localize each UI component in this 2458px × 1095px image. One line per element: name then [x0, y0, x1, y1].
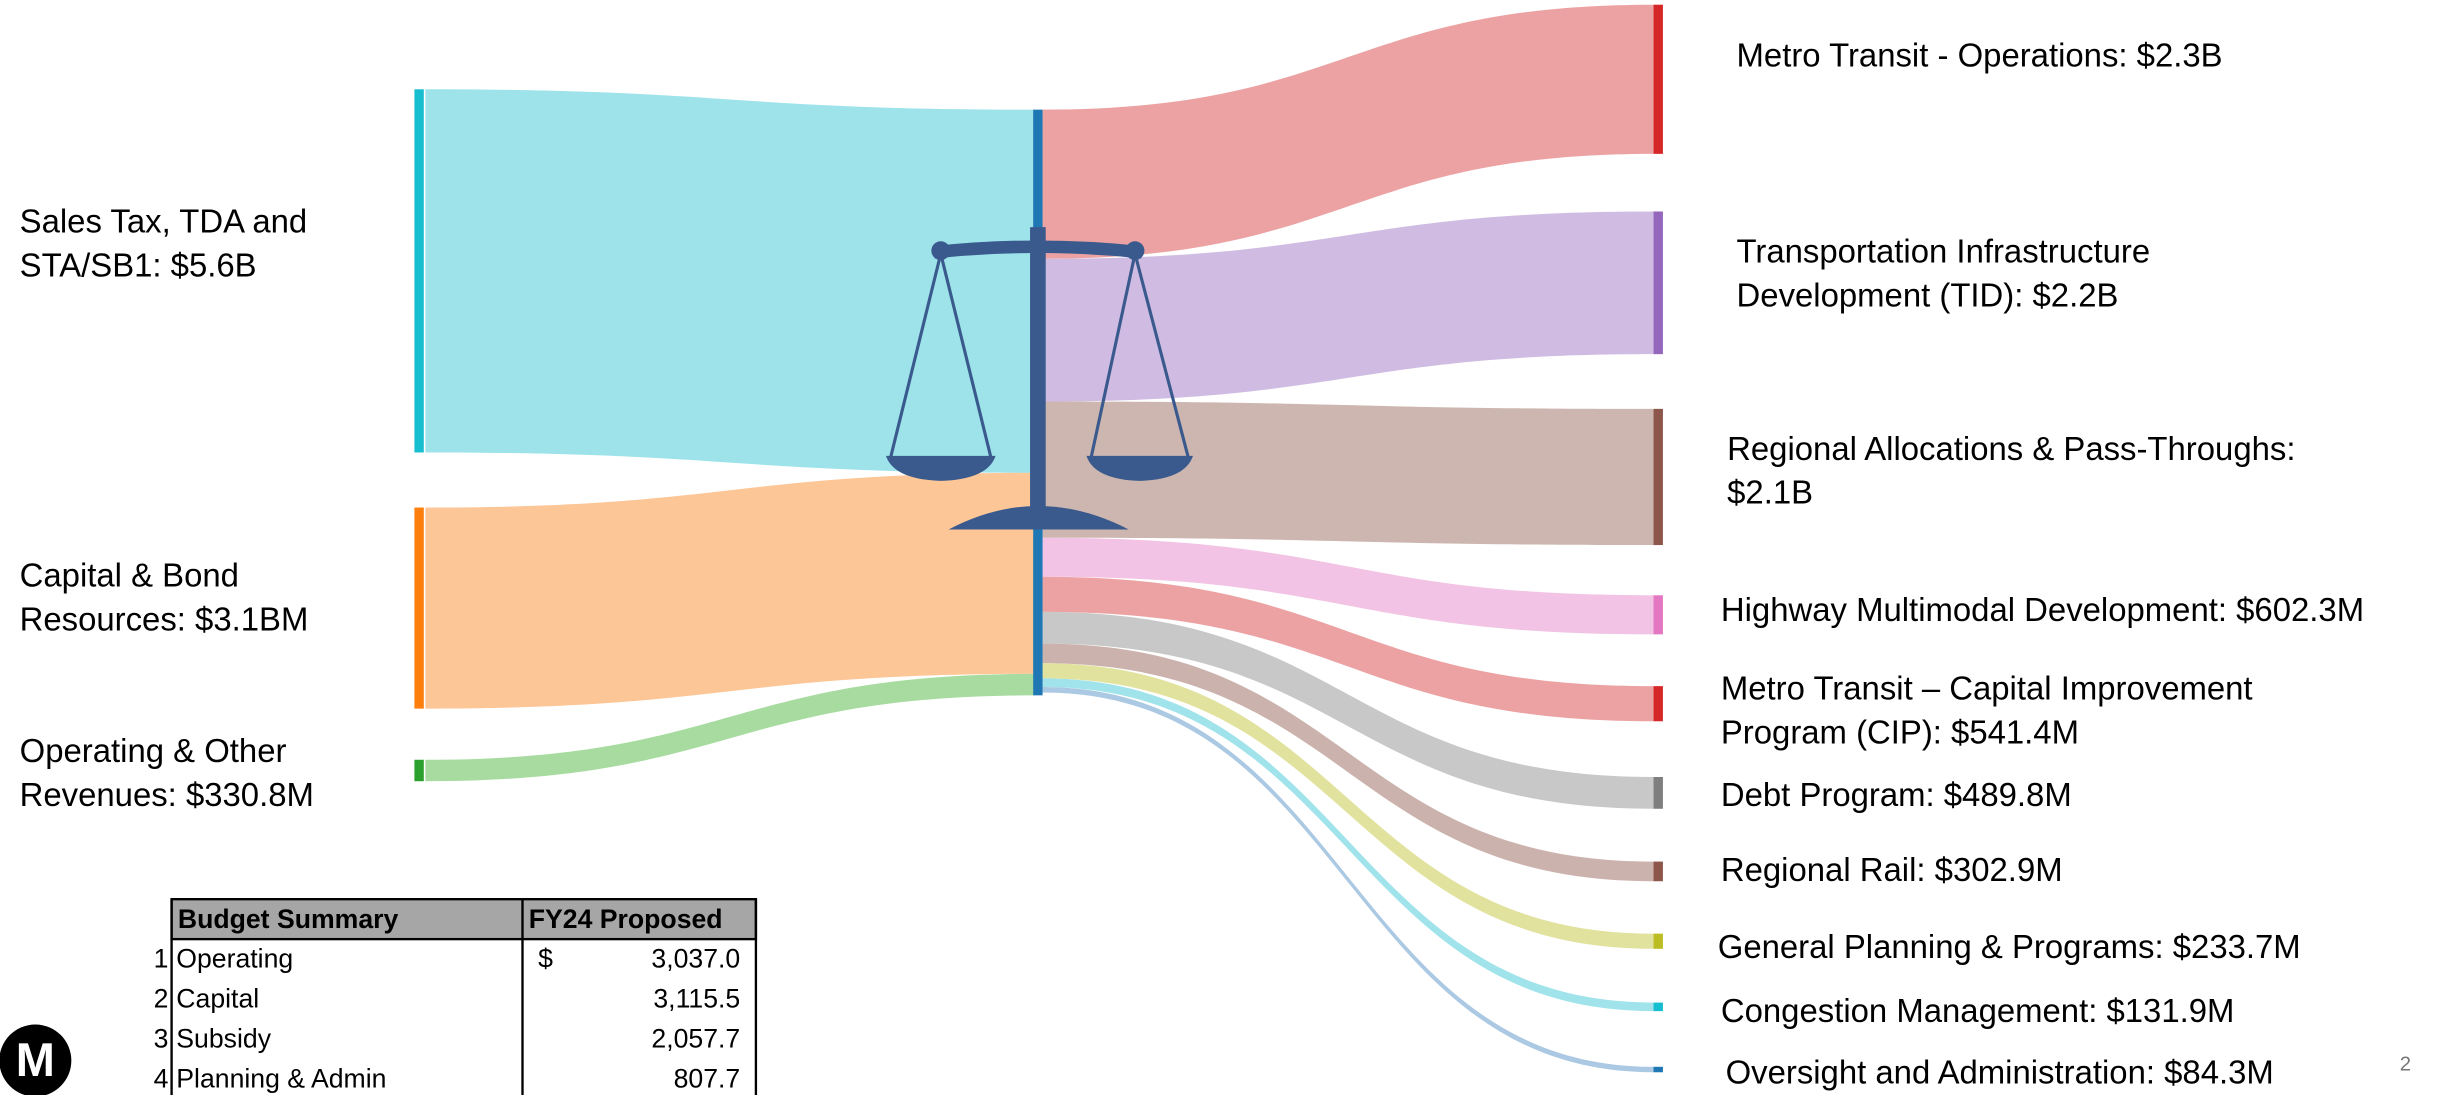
node-label: Sales Tax, TDA and — [20, 203, 308, 240]
node-label: Development (TID): $2.2B — [1737, 276, 2119, 313]
row-item: Capital — [176, 984, 259, 1014]
row-amount: 2,057.7 — [651, 1024, 740, 1054]
node — [1654, 1067, 1663, 1072]
node-label: Program (CIP): $541.4M — [1721, 713, 2079, 750]
node-label: Regional Allocations & Pass-Throughs: — [1727, 430, 2295, 467]
slide: Sales Tax, TDA and STA/SB1: $5.6B Capital … — [0, 0, 2458, 1095]
node — [1654, 595, 1663, 634]
node — [414, 508, 423, 709]
page-number: 2 — [2400, 1054, 2411, 1076]
row-item: Planning & Admin — [176, 1064, 386, 1094]
node-label: Congestion Management: $131.9M — [1721, 992, 2235, 1029]
row-number: 2 — [154, 984, 169, 1014]
icon-pillar — [1030, 227, 1046, 517]
flow — [425, 89, 1034, 473]
row-number: 3 — [154, 1024, 169, 1054]
node-label: Metro Transit – Capital Improvement — [1721, 670, 2253, 707]
node — [1654, 686, 1663, 721]
node-label: Highway Multimodal Development: $602.3M — [1721, 591, 2364, 628]
node-label: Capital & Bond — [20, 557, 239, 594]
node — [1654, 934, 1663, 949]
node-label: Resources: $3.1BM — [20, 601, 309, 638]
row-amount: 3,037.0 — [651, 944, 740, 974]
flow — [425, 473, 1034, 709]
row-number: 4 — [154, 1064, 169, 1094]
node-label: STA/SB1: $5.6B — [20, 247, 257, 284]
node-label: Metro Transit - Operations: $2.3B — [1737, 37, 2223, 74]
row-number: 1 — [154, 944, 169, 974]
node-label: General Planning & Programs: $233.7M — [1718, 928, 2301, 965]
node-label: $2.1B — [1727, 474, 1813, 511]
node-label: Transportation Infrastructure — [1737, 232, 2151, 269]
row-amount: 3,115.5 — [653, 984, 740, 1014]
row-item: Operating — [176, 944, 293, 974]
table-header: FY24 Proposed — [529, 904, 723, 934]
node — [1654, 862, 1663, 882]
node — [1654, 1003, 1663, 1012]
node — [1654, 777, 1663, 809]
logo-text: M — [16, 1033, 55, 1086]
page: {"chart_data": {"type": "sankey", "sourc… — [0, 0, 2458, 1095]
flow — [1043, 687, 1654, 1072]
node — [1654, 211, 1663, 354]
node-label: Regional Rail: $302.9M — [1721, 851, 2063, 888]
node — [414, 760, 423, 781]
row-amount: 807.7 — [674, 1064, 741, 1094]
table-header: Budget Summary — [178, 904, 399, 934]
node-label: Oversight and Administration: $84.3M — [1726, 1053, 2274, 1090]
node — [414, 89, 423, 452]
node-label: Debt Program: $489.8M — [1721, 776, 2072, 813]
flow — [1043, 678, 1654, 1011]
node-label: Revenues: $330.8M — [20, 776, 314, 813]
row-currency: $ — [538, 944, 553, 974]
node-label: Operating & Other — [20, 732, 287, 769]
node — [1654, 409, 1663, 545]
node — [1654, 5, 1663, 154]
row-item: Subsidy — [176, 1024, 271, 1054]
